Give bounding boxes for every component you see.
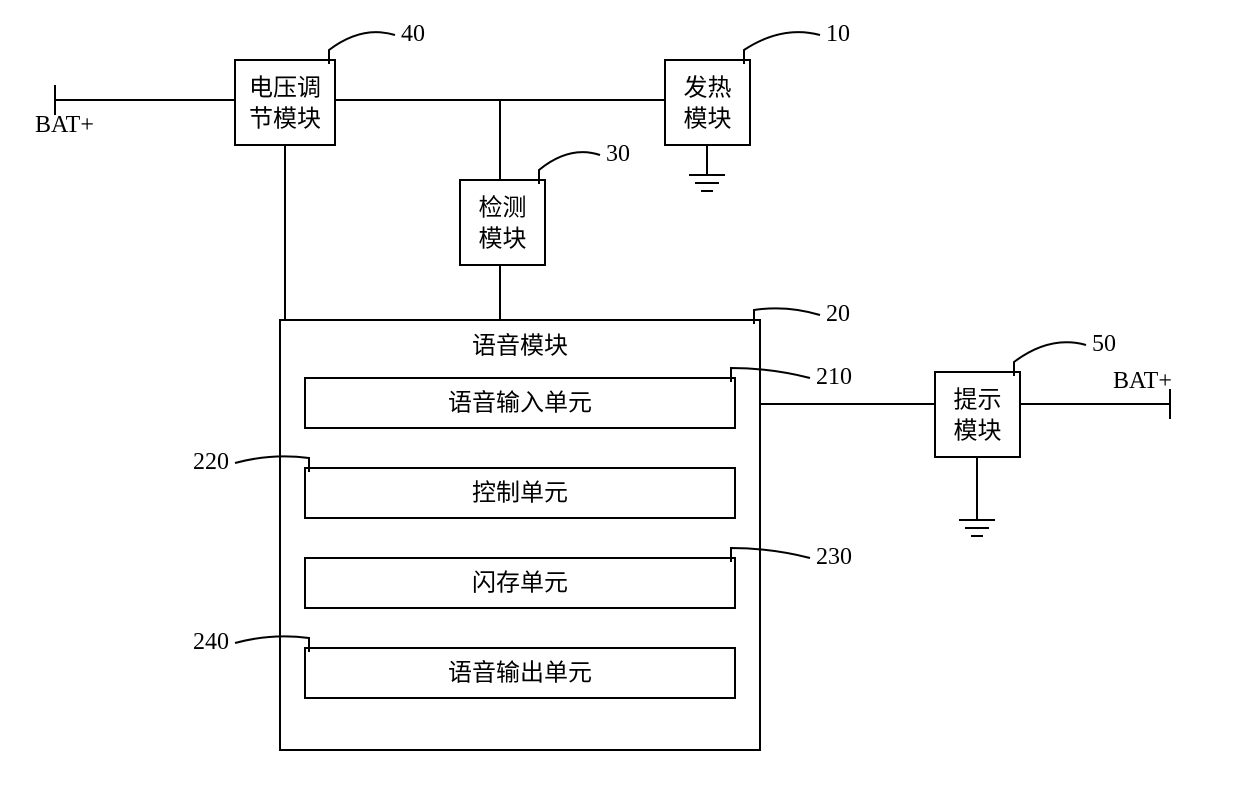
ref-20: 20 [826,301,850,327]
ref-30: 30 [606,141,630,167]
svg-text:模块: 模块 [684,106,732,133]
svg-text:节模块: 节模块 [249,106,321,133]
ref-10: 10 [826,21,850,47]
block-diagram: BAT+BAT+电压调节模块40发热模块10检测模块30提示模块50语音模块20… [0,0,1240,794]
ref-210: 210 [816,364,852,390]
svg-text:控制单元: 控制单元 [472,480,568,507]
ref-240: 240 [193,629,229,655]
ref-50: 50 [1092,331,1116,357]
svg-text:闪存单元: 闪存单元 [472,570,568,597]
bat-plus-right: BAT+ [1113,368,1172,394]
bat-plus-left: BAT+ [35,112,94,138]
voice-title: 语音模块 [472,333,568,360]
ref-220: 220 [193,449,229,475]
svg-text:模块: 模块 [954,418,1002,445]
svg-text:检测: 检测 [479,194,527,221]
svg-text:语音输出单元: 语音输出单元 [448,660,592,687]
svg-text:语音输入单元: 语音输入单元 [448,390,592,417]
svg-text:发热: 发热 [684,74,732,101]
ref-230: 230 [816,544,852,570]
svg-text:模块: 模块 [479,226,527,253]
ref-40: 40 [401,21,425,47]
svg-text:电压调: 电压调 [249,74,321,101]
svg-text:提示: 提示 [954,386,1002,413]
